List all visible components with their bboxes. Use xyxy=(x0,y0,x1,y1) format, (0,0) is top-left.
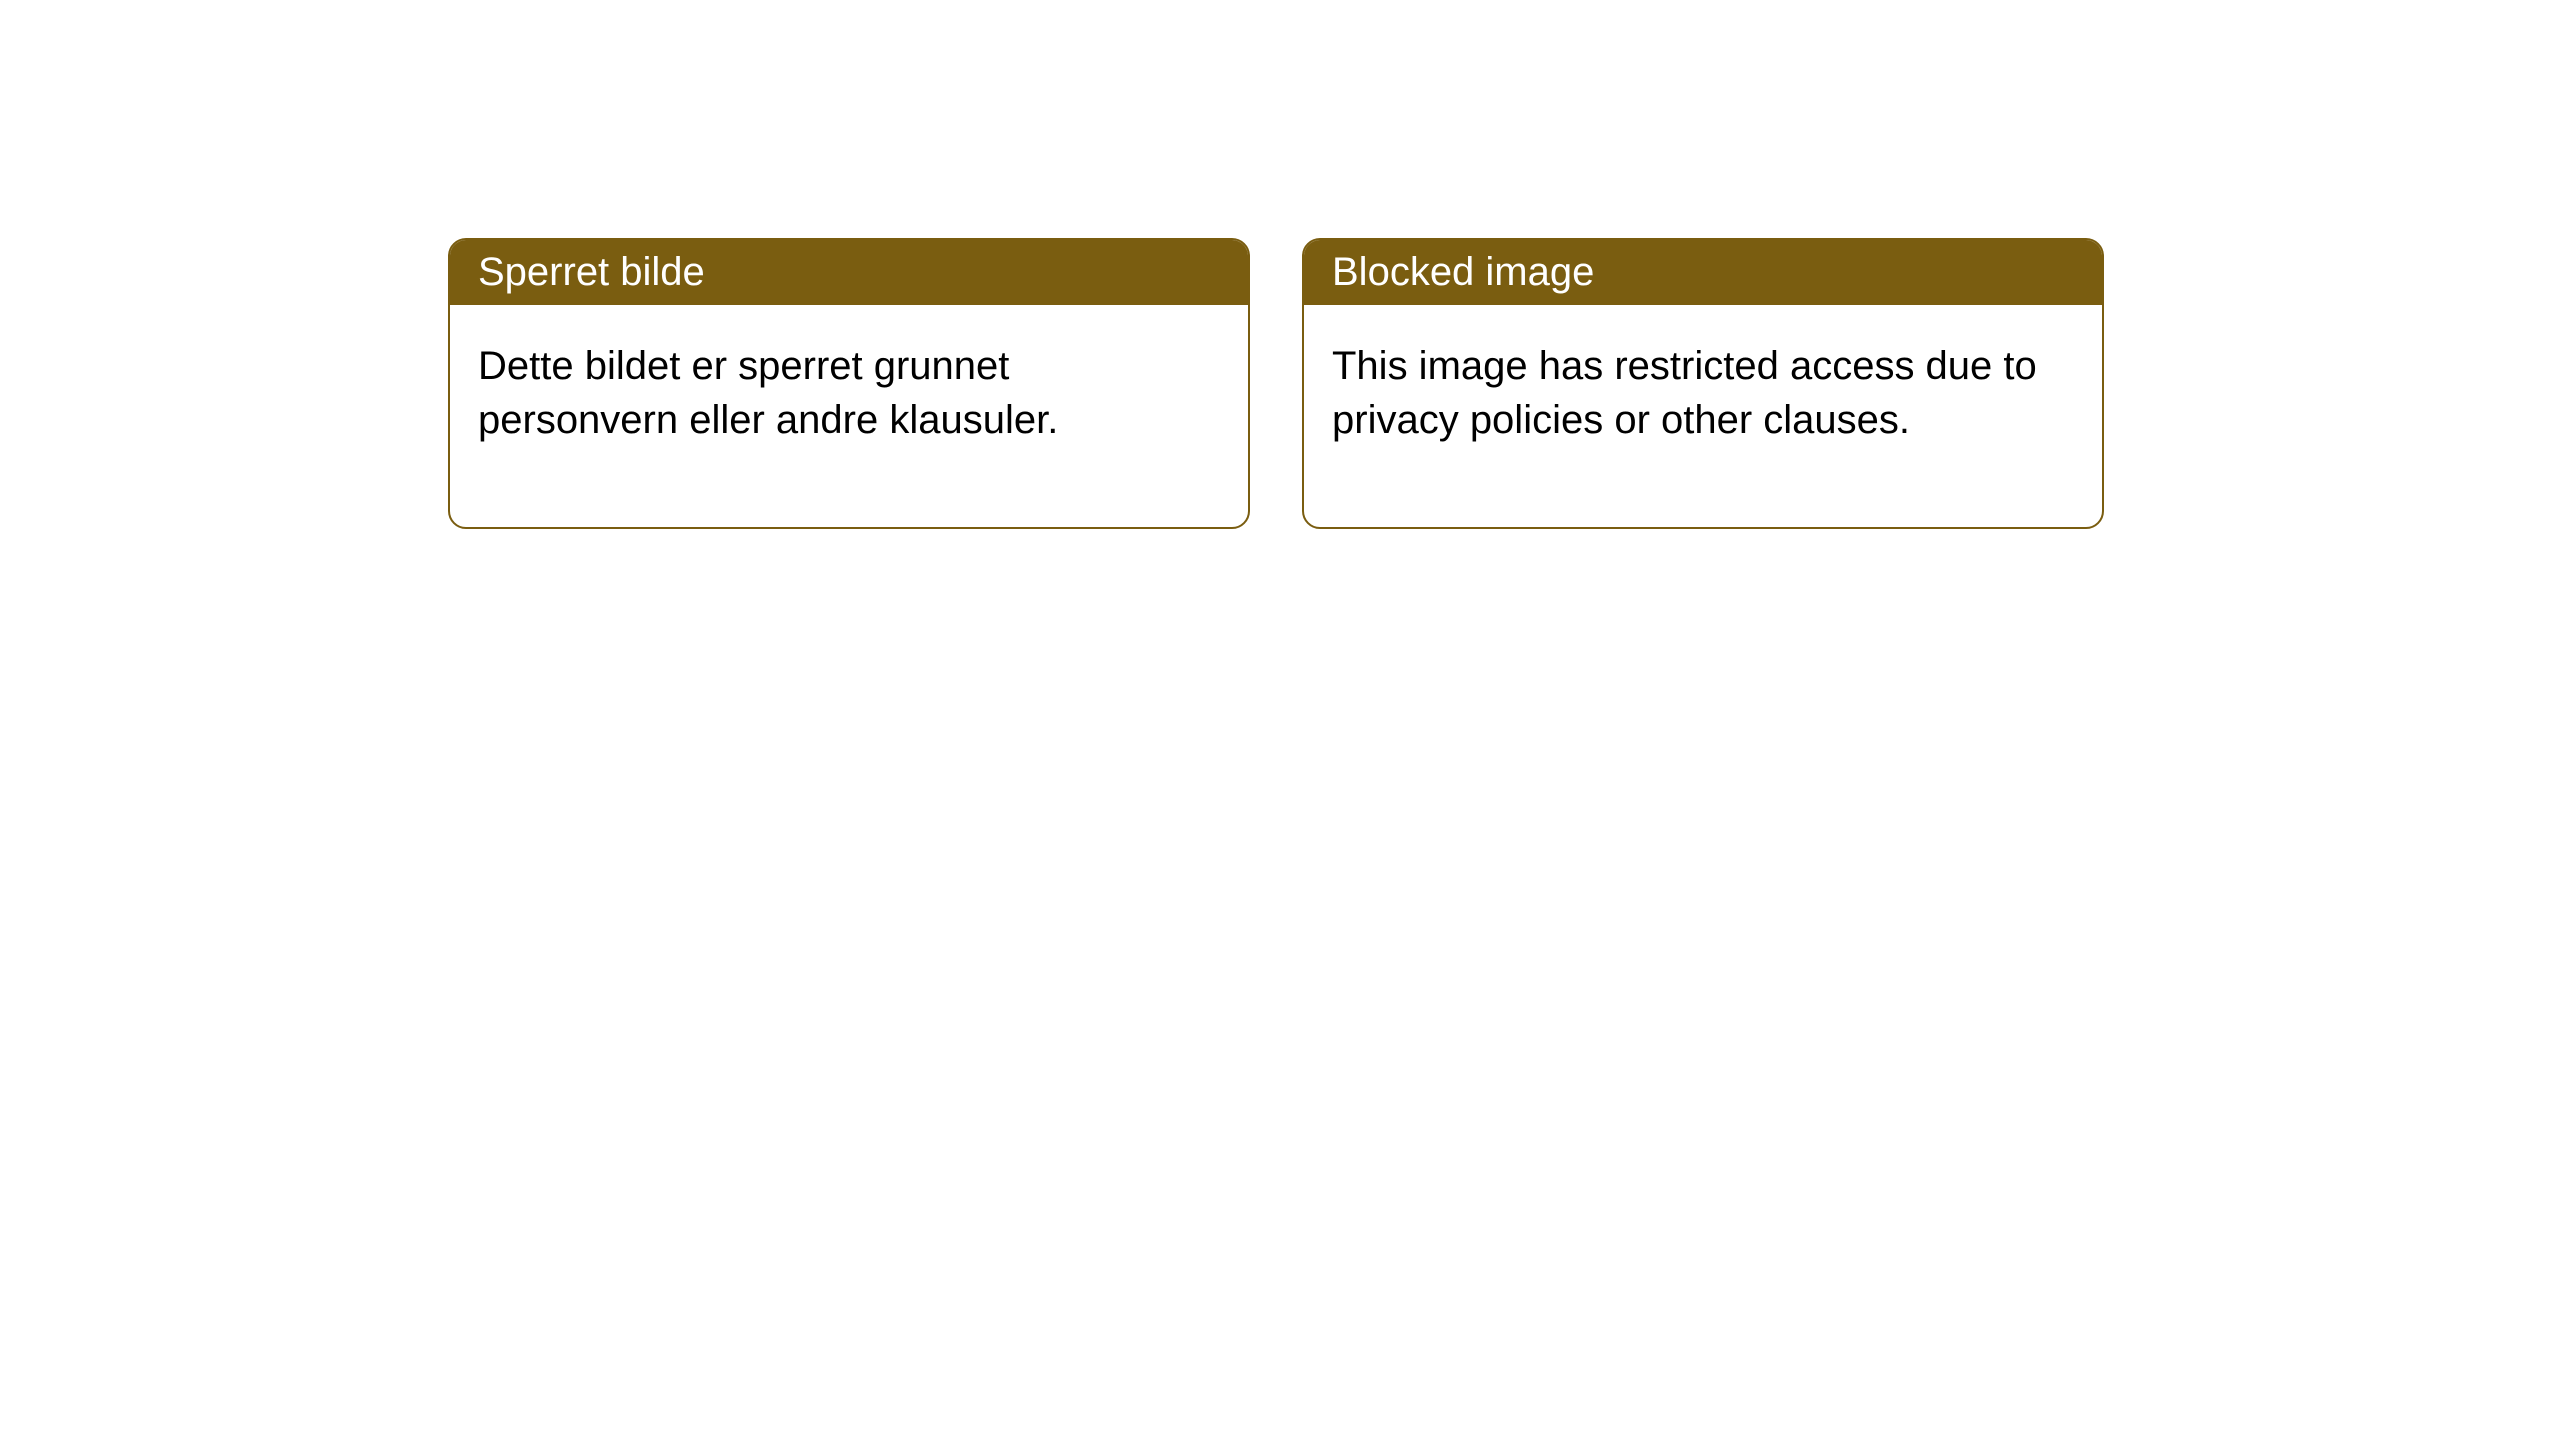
card-body: Dette bildet er sperret grunnet personve… xyxy=(450,305,1248,527)
blocked-image-cards: Sperret bilde Dette bildet er sperret gr… xyxy=(448,238,2104,529)
blocked-image-card-no: Sperret bilde Dette bildet er sperret gr… xyxy=(448,238,1250,529)
blocked-image-card-en: Blocked image This image has restricted … xyxy=(1302,238,2104,529)
card-header: Sperret bilde xyxy=(450,240,1248,305)
card-header: Blocked image xyxy=(1304,240,2102,305)
card-body: This image has restricted access due to … xyxy=(1304,305,2102,527)
card-body-text: This image has restricted access due to … xyxy=(1332,344,2037,442)
card-title: Sperret bilde xyxy=(478,250,705,294)
card-title: Blocked image xyxy=(1332,250,1594,294)
card-body-text: Dette bildet er sperret grunnet personve… xyxy=(478,344,1058,442)
